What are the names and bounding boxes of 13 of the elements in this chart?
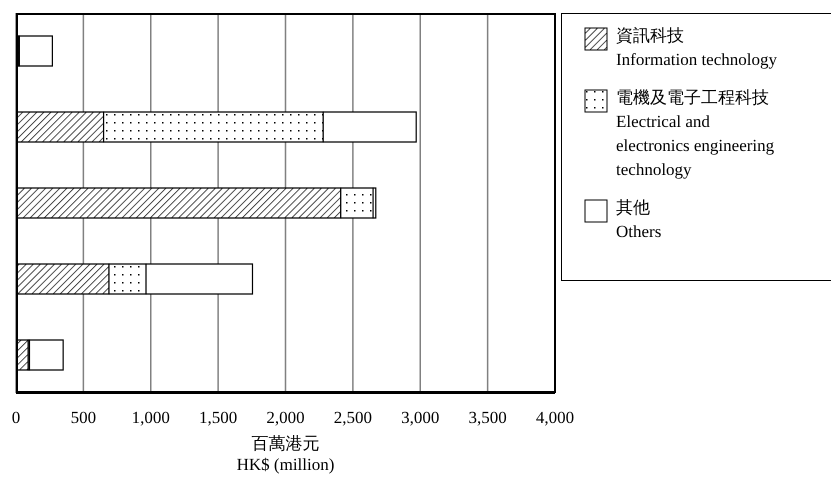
legend-label: 電機及電子工程科技 Electrical and electronics engineering technology bbox=[616, 87, 774, 181]
x-tick-label: 3,500 bbox=[468, 408, 507, 428]
x-tick-label: 0 bbox=[12, 408, 20, 428]
x-tick-label: 2,500 bbox=[334, 408, 372, 428]
x-axis-title: 百萬港元 HK$ (million) bbox=[236, 434, 334, 474]
legend-label: 資訊科技 Information technology bbox=[616, 25, 777, 71]
x-tick-label: 1,500 bbox=[199, 408, 238, 428]
legend-label: 其他 Others bbox=[616, 197, 662, 243]
x-tick-label: 2,000 bbox=[266, 408, 305, 428]
x-tick-label: 4,000 bbox=[536, 408, 574, 428]
x-tick-label: 3,000 bbox=[401, 408, 440, 428]
x-tick-label: 500 bbox=[70, 408, 96, 428]
x-tick-label: 1,000 bbox=[132, 408, 170, 428]
